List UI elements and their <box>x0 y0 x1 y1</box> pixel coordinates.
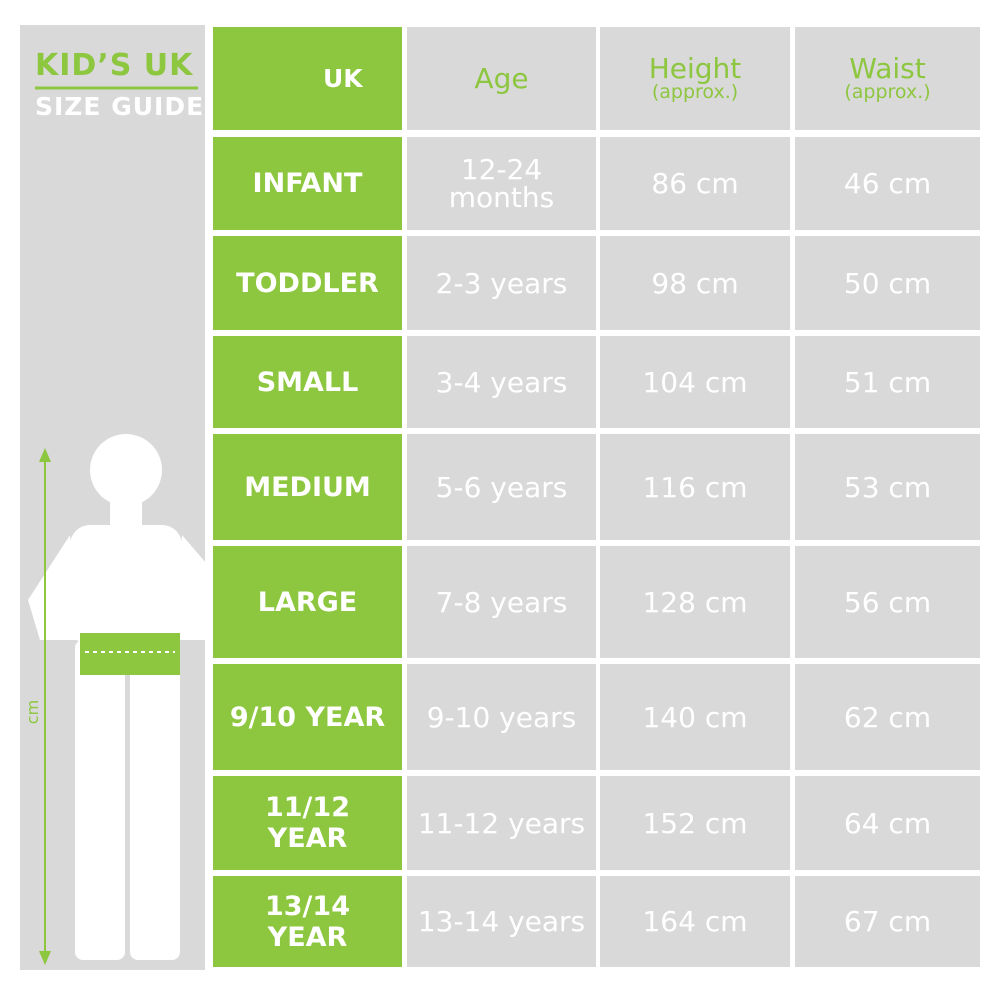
size-label: 11/12 YEAR <box>213 776 402 870</box>
size-value: 86 cm <box>600 137 790 230</box>
size-value: 98 cm <box>600 236 790 330</box>
column-header: Height (approx.) <box>600 27 790 130</box>
size-value: 12-24 months <box>407 137 596 230</box>
size-label: MEDIUM <box>213 434 402 540</box>
title: KID’S UK <box>35 48 194 83</box>
size-value: 67 cm <box>795 876 980 967</box>
size-value: 2-3 years <box>407 236 596 330</box>
column-header: Waist (approx.) <box>795 27 980 130</box>
size-value: 7-8 years <box>407 546 596 658</box>
waist-band <box>80 633 180 675</box>
size-value: 116 cm <box>600 434 790 540</box>
subtitle: SIZE GUIDE <box>35 92 205 121</box>
axis-label: cm <box>23 700 42 724</box>
size-value: 5-6 years <box>407 434 596 540</box>
size-value: 3-4 years <box>407 336 596 428</box>
column-label: Age <box>474 61 529 95</box>
size-value: 128 cm <box>600 546 790 658</box>
size-label: TODDLER <box>213 236 402 330</box>
size-label: INFANT <box>213 137 402 230</box>
size-value: 62 cm <box>795 664 980 770</box>
size-value: 50 cm <box>795 236 980 330</box>
size-value: 104 cm <box>600 336 790 428</box>
size-value: 56 cm <box>795 546 980 658</box>
column-label: Waist <box>849 51 926 85</box>
size-label: 13/14 YEAR <box>213 876 402 967</box>
column-label: UK <box>323 64 363 93</box>
column-label: Height <box>648 51 742 85</box>
size-value: 11-12 years <box>407 776 596 870</box>
column-header: UK <box>213 27 402 130</box>
column-header: Age <box>407 27 596 130</box>
size-label: 9/10 YEAR <box>213 664 402 770</box>
size-value: 140 cm <box>600 664 790 770</box>
size-label: SMALL <box>213 336 402 428</box>
size-value: 13-14 years <box>407 876 596 967</box>
size-value: 64 cm <box>795 776 980 870</box>
size-label: LARGE <box>213 546 402 658</box>
column-note: (approx.) <box>651 81 739 104</box>
size-value: 46 cm <box>795 137 980 230</box>
column-note: (approx.) <box>844 81 931 104</box>
size-value: 152 cm <box>600 776 790 870</box>
size-value: 9-10 years <box>407 664 596 770</box>
size-value: 53 cm <box>795 434 980 540</box>
size-value: 164 cm <box>600 876 790 967</box>
size-value: 51 cm <box>795 336 980 428</box>
